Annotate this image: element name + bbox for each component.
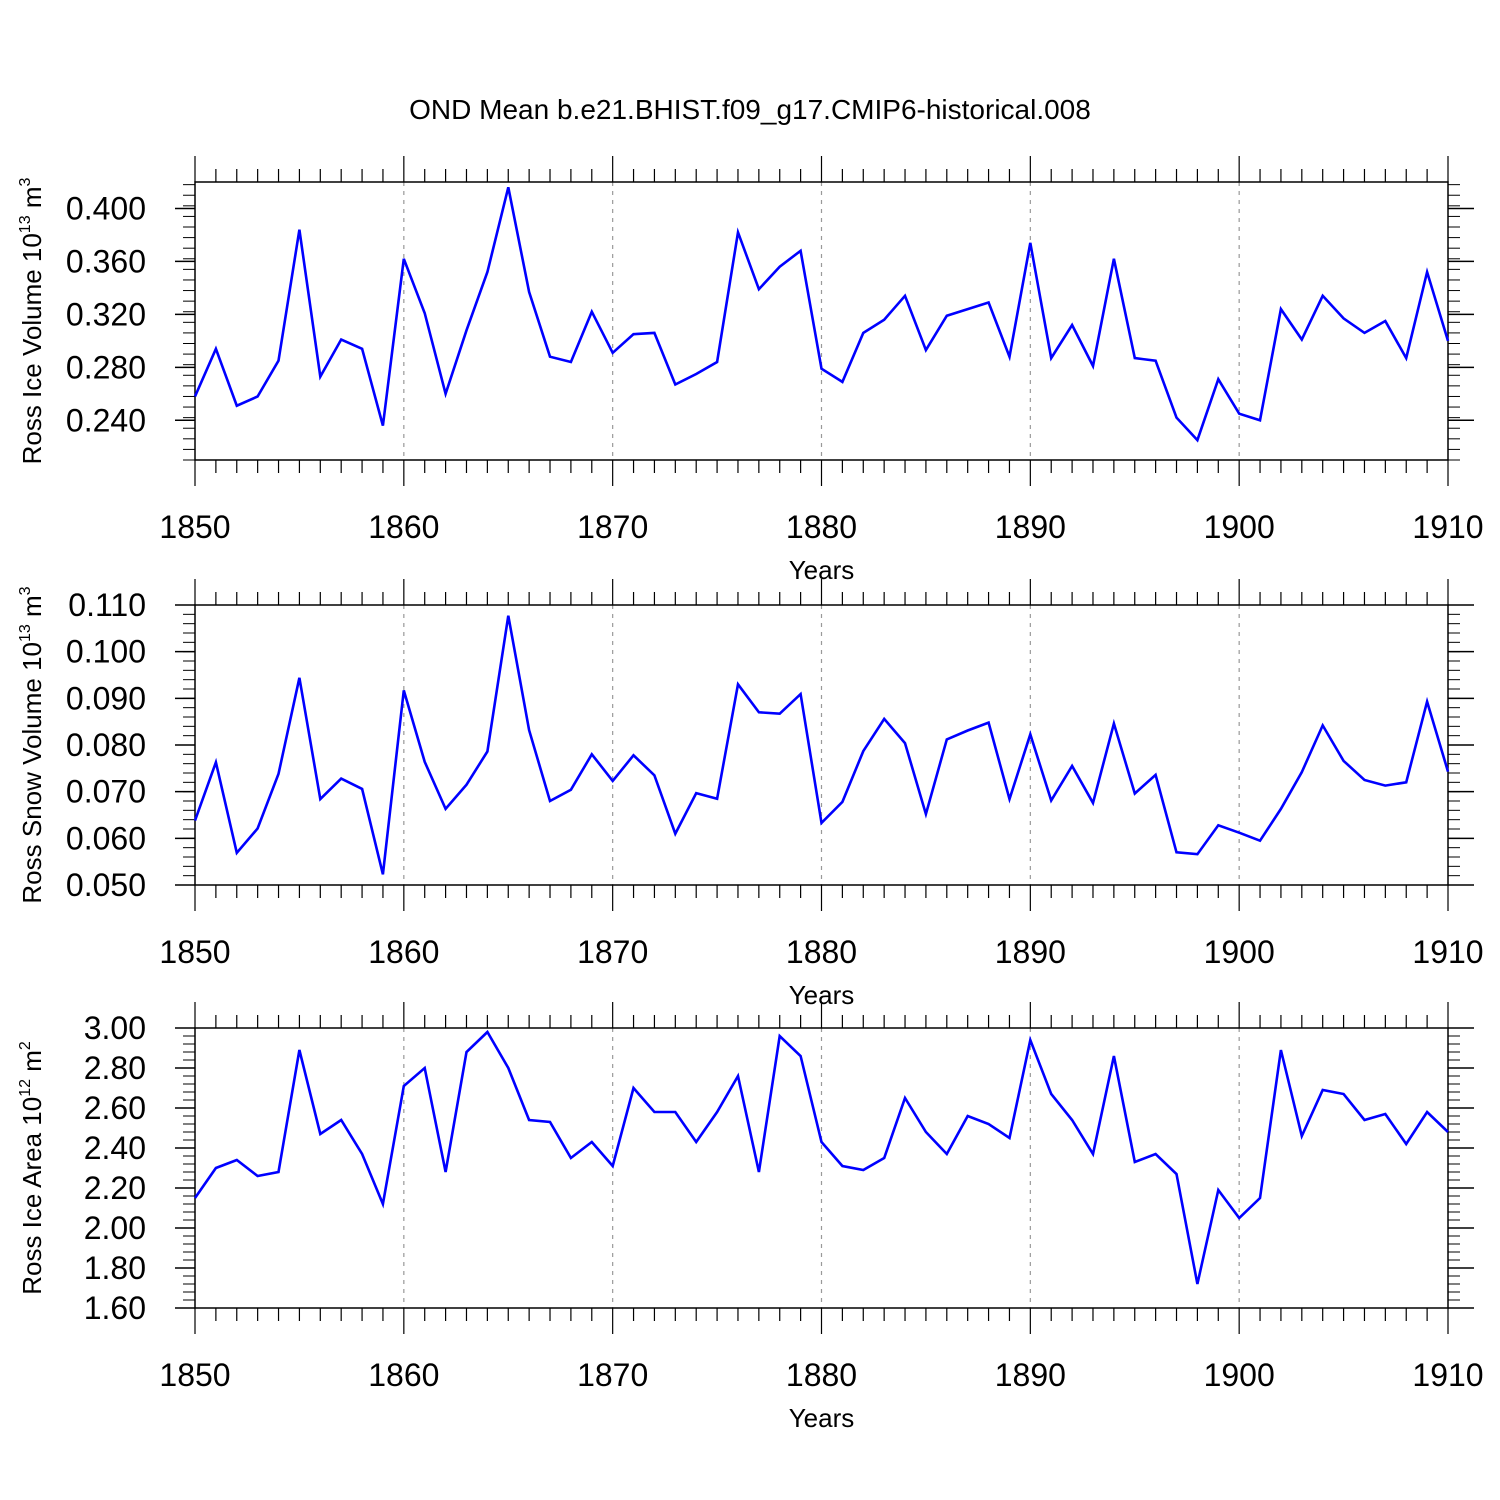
y-axis-title: Ross Snow Volume 1013 m3 — [17, 586, 47, 903]
y-tick-label: 0.240 — [66, 402, 146, 438]
y-tick-label: 0.360 — [66, 243, 146, 279]
x-tick-label: 1900 — [1204, 934, 1275, 970]
panel-2: 0.050 0.060 0.070 0.080 0.090 0.100 0.110 1850 1… — [17, 579, 1484, 1010]
x-tick-label: 1890 — [995, 509, 1066, 545]
x-tick-label: 1890 — [995, 934, 1066, 970]
x-tick-label: 1910 — [1412, 934, 1483, 970]
x-tick-label: 1890 — [995, 1357, 1066, 1393]
x-tick-label: 1860 — [368, 934, 439, 970]
series-line — [193, 186, 1450, 443]
y-tick-label: 0.110 — [68, 587, 146, 623]
panels: 0.240 0.280 0.320 0.360 0.400 1850 1860 1870 188… — [17, 156, 1484, 1433]
y-axis-title: Ross Ice Area 1012 m2 — [17, 1041, 47, 1295]
y-tick-label: 2.40 — [84, 1130, 146, 1166]
series-line — [193, 1029, 1449, 1285]
x-tick-label: 1880 — [786, 509, 857, 545]
x-tick-label: 1870 — [577, 1357, 648, 1393]
x-tick-label: 1850 — [159, 934, 230, 970]
y-axis-title-unit-exponent: 3 — [17, 177, 34, 186]
panel-3: 1.60 1.80 2.00 2.20 2.40 2.60 2.80 3.00 1850 1860… — [17, 1002, 1484, 1433]
y-tick-label: 0.100 — [66, 634, 146, 670]
x-tick-label: 1860 — [368, 509, 439, 545]
x-tick-label: 1870 — [577, 934, 648, 970]
y-axis-title-unit-exponent: 3 — [17, 586, 34, 595]
y-tick-label: 0.080 — [66, 727, 146, 763]
y-tick-label: 3.00 — [84, 1010, 146, 1046]
y-axis-title-unit: m — [17, 1050, 47, 1079]
y-tick-label: 1.80 — [84, 1250, 146, 1286]
series-line — [193, 615, 1450, 875]
y-axis-title-unit: m — [17, 186, 47, 215]
figure-title: OND Mean b.e21.BHIST.f09_g17.CMIP6-histo… — [409, 94, 1091, 125]
x-tick-label: 1850 — [159, 509, 230, 545]
panel-1: 0.240 0.280 0.320 0.360 0.400 1850 1860 1870 188… — [17, 156, 1484, 585]
y-axis-title: Ross Ice Volume 1013 m3 — [17, 177, 47, 464]
x-tick-label: 1870 — [577, 509, 648, 545]
y-tick-label: 2.80 — [84, 1050, 146, 1086]
y-tick-label: 0.060 — [66, 820, 146, 856]
y-tick-label: 0.070 — [66, 774, 146, 810]
x-tick-label: 1900 — [1204, 509, 1275, 545]
y-axis-title-exponent: 12 — [17, 1079, 34, 1097]
y-axis-title-unit: m — [17, 595, 47, 624]
y-tick-label: 2.00 — [84, 1210, 146, 1246]
x-tick-label: 1910 — [1412, 1357, 1483, 1393]
y-tick-label: 0.280 — [66, 349, 146, 385]
y-tick-label: 0.320 — [66, 296, 146, 332]
x-tick-label: 1860 — [368, 1357, 439, 1393]
y-tick-label: 0.050 — [66, 867, 146, 903]
y-tick-label: 0.400 — [66, 190, 146, 226]
y-axis-title-exponent: 13 — [17, 215, 34, 233]
x-tick-label: 1850 — [159, 1357, 230, 1393]
x-tick-label: 1880 — [786, 934, 857, 970]
x-tick-label: 1900 — [1204, 1357, 1275, 1393]
y-axis-title-main: Ross Snow Volume 10 — [17, 642, 47, 904]
y-tick-label: 0.090 — [66, 680, 146, 716]
x-tick-label: 1910 — [1412, 509, 1483, 545]
y-axis-title-exponent: 13 — [17, 624, 34, 642]
x-tick-label: 1880 — [786, 1357, 857, 1393]
y-axis-title-main: Ross Ice Volume 10 — [17, 233, 47, 464]
x-axis-title: Years — [789, 1403, 855, 1433]
y-tick-label: 2.20 — [84, 1170, 146, 1206]
y-axis-title-unit-exponent: 2 — [17, 1041, 34, 1050]
y-tick-label: 1.60 — [84, 1290, 146, 1326]
y-axis-title-main: Ross Ice Area 10 — [17, 1097, 47, 1295]
y-tick-label: 2.60 — [84, 1090, 146, 1126]
